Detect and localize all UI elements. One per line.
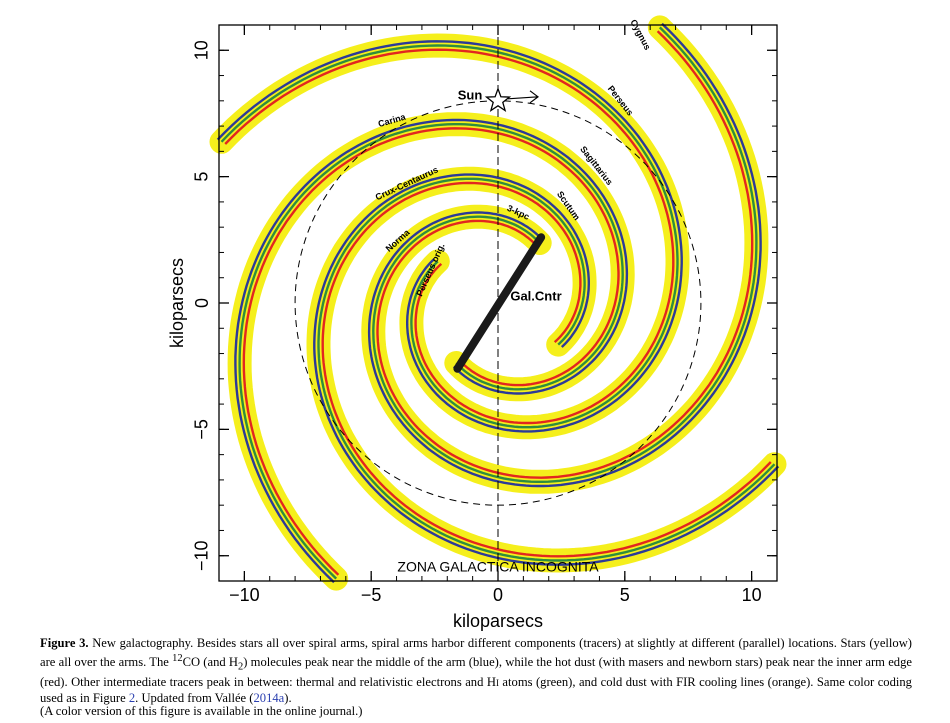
arm-hot-dust — [224, 48, 675, 425]
y-tick-label: −5 — [192, 419, 212, 440]
arm-electrons — [317, 177, 776, 562]
y-tick-label: −10 — [192, 540, 212, 571]
sun-label: Sun — [458, 87, 483, 102]
center-label: Gal.Cntr — [510, 288, 561, 303]
caption-text: atoms (green), and cold dust with FIR co… — [40, 674, 912, 705]
arm-hot-dust — [321, 181, 772, 558]
caption-text: New galactography. Besides stars all ove… — [40, 636, 912, 670]
arm-electrons — [238, 123, 624, 580]
caption-text: CO (and H — [182, 655, 238, 670]
spiral-arms — [209, 15, 787, 591]
caption-sub: 2 — [237, 661, 244, 673]
arm-co — [313, 173, 780, 566]
y-axis-label: kiloparsecs — [167, 258, 187, 348]
arm-co — [216, 40, 683, 433]
arm-co — [367, 22, 762, 488]
arm-hot-dust — [242, 127, 620, 576]
caption-smallcaps: I — [495, 677, 499, 688]
caption-text: ) molecules peak near the middle of the … — [40, 655, 912, 689]
figure-link[interactable]: 2 — [128, 690, 136, 705]
x-axis-label: kiloparsecs — [453, 611, 543, 631]
sun-star — [484, 86, 512, 113]
caption-note: (A color version of this figure is avail… — [40, 704, 363, 718]
x-tick-label: 0 — [493, 585, 503, 605]
figure: −10 −5 0 5 10 −10 −5 0 5 10 kiloparsecs kiloparsecs… — [167, 15, 787, 631]
x-tick-label: 5 — [620, 585, 630, 605]
caption-label: Figure 3. — [40, 636, 89, 650]
galactic-bar — [453, 233, 546, 373]
arm-electrons — [220, 44, 679, 429]
x-tick-label: −10 — [229, 585, 260, 605]
arm-hot-dust — [376, 30, 754, 479]
caption: Figure 3. New galactography. Besides sta… — [40, 636, 912, 706]
caption-text: . Updated from Vallée ( — [135, 690, 254, 705]
caption-text: ). — [284, 690, 292, 705]
y-tick-label: 0 — [192, 298, 212, 308]
arm-electrons — [372, 26, 758, 483]
caption-sup: 12 — [172, 653, 183, 664]
y-tick-label: 10 — [192, 40, 212, 60]
x-tick-label: −5 — [361, 585, 382, 605]
sun-arrow — [507, 90, 540, 104]
x-tick-label: 10 — [742, 585, 762, 605]
arm-co — [234, 118, 629, 584]
zone-label: ZONA GALACTICA INCOGNITA — [397, 559, 599, 575]
reference-link[interactable]: 2014a — [253, 690, 285, 705]
y-tick-label: 5 — [192, 172, 212, 182]
